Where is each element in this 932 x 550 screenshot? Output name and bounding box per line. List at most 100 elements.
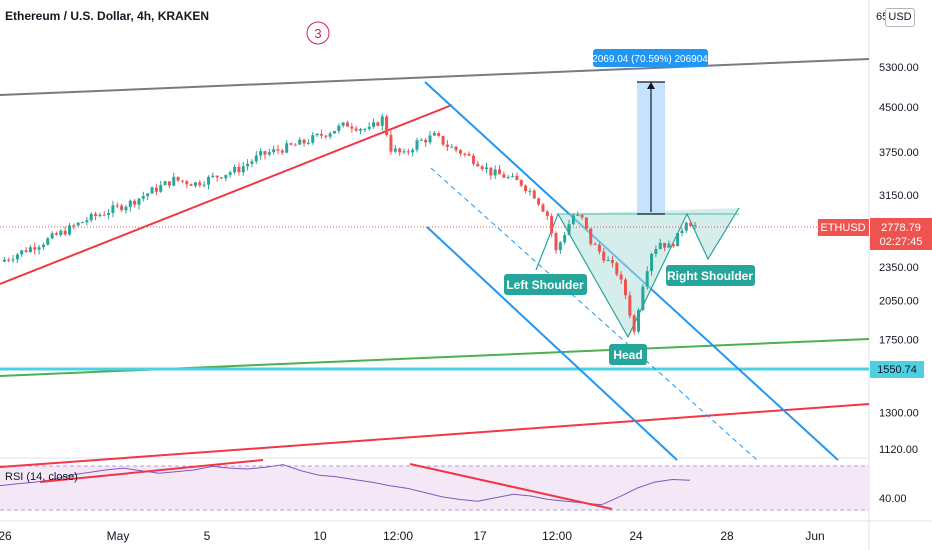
candle-body (584, 217, 588, 229)
candle-body (663, 242, 667, 248)
candle-body (463, 153, 467, 155)
candle-body (198, 182, 202, 186)
candle-body (167, 181, 171, 186)
candle-body (328, 133, 332, 137)
candle-body (511, 175, 515, 177)
candle-body (259, 151, 263, 156)
candle-body (332, 130, 336, 134)
candle-body (576, 214, 580, 216)
measure-label: 2069.04 (70.59%) 206904 (592, 54, 708, 65)
candle-body (411, 149, 415, 153)
circle-number: 3 (314, 26, 321, 41)
candle-body (359, 129, 363, 131)
candle-body (467, 153, 471, 156)
candle-body (180, 180, 184, 182)
candle-body (280, 150, 284, 153)
candle-body (602, 251, 606, 261)
channel-mid-line[interactable] (430, 167, 758, 461)
candles (2, 113, 697, 335)
grey-trendline[interactable] (0, 58, 870, 96)
rsi-trendline-1[interactable] (39, 459, 264, 483)
candle-body (276, 149, 280, 151)
candle-body (415, 140, 419, 150)
time-tick-label: 12:00 (383, 529, 413, 543)
time-axis[interactable]: 26 May 5 10 12:00 17 12:00 24 28 Jun (0, 529, 825, 543)
pattern-outline[interactable] (535, 207, 740, 339)
candle-body (654, 249, 658, 254)
candle-body (432, 133, 436, 136)
candle-body (267, 152, 271, 155)
price-tick-label: 2050.00 (879, 295, 919, 307)
candle-body (72, 225, 76, 227)
candle-body (146, 193, 150, 197)
candle-body (54, 233, 58, 235)
symbol-label-box (818, 219, 869, 236)
candle-body (2, 259, 6, 262)
candle-body (480, 166, 484, 170)
price-axis[interactable]: 1120.00 1300.00 1750.00 2050.00 2350.00 3150.… (879, 62, 919, 456)
candle-body (311, 135, 315, 143)
chart-title: Ethereum / U.S. Dollar, 4h, KRAKEN (5, 9, 210, 23)
candle-body (285, 143, 289, 153)
candle-body (545, 211, 549, 216)
candle-body (202, 184, 206, 186)
time-tick-label: 24 (629, 529, 643, 543)
candle-body (689, 222, 693, 227)
left-shoulder-label: Left Shoulder (506, 278, 584, 292)
candle-body (224, 174, 228, 179)
candle-body (81, 222, 85, 224)
candle-body (215, 175, 219, 178)
measure-arrow-head (647, 82, 655, 89)
rsi-band (0, 466, 869, 510)
candle-body (632, 315, 636, 332)
candle-body (610, 259, 614, 263)
rsi-tick-label: 40.00 (879, 493, 907, 505)
red-rising-trendline[interactable] (0, 104, 453, 285)
time-tick-label: 17 (473, 529, 487, 543)
candle-body (393, 148, 397, 152)
right-shoulder-label: Right Shoulder (667, 269, 753, 283)
candle-body (506, 176, 510, 178)
support-label: 1550.74 (877, 364, 917, 376)
head-box (609, 344, 647, 365)
time-tick-label: May (107, 529, 130, 543)
candle-body (541, 204, 545, 212)
head-label: Head (613, 348, 642, 362)
candle-body (680, 230, 684, 234)
candle-body (102, 214, 106, 216)
candle-body (641, 286, 645, 311)
price-label-box (870, 218, 932, 250)
candle-body (133, 200, 137, 205)
candle-body (419, 139, 423, 141)
currency-button[interactable]: USD (885, 8, 915, 27)
candle-body (628, 295, 632, 316)
candle-body (389, 135, 393, 152)
time-tick-label: 5 (204, 529, 211, 543)
pattern-fill (536, 208, 739, 337)
rsi-trendline-2[interactable] (409, 463, 613, 510)
candle-body (650, 253, 654, 272)
candle-body (241, 166, 245, 173)
candle-body (68, 225, 71, 235)
candle-body (233, 166, 237, 173)
candle-body (185, 181, 189, 185)
candle-body (571, 215, 575, 225)
candle-body (306, 142, 310, 144)
candle-body (120, 205, 124, 211)
candle-body (624, 279, 627, 296)
candle-body (380, 116, 384, 126)
candle-body (272, 149, 276, 153)
channel-lower-line[interactable] (426, 226, 678, 461)
candle-body (59, 230, 63, 235)
candle-body (676, 233, 680, 247)
candle-body (7, 259, 11, 261)
price-tick-label: 2350.00 (879, 262, 919, 274)
time-tick-label: 28 (720, 529, 734, 543)
red-long-trendline[interactable] (0, 403, 870, 468)
candle-body (98, 214, 102, 217)
circle-marker[interactable] (306, 21, 330, 45)
candle-body (237, 166, 241, 173)
candle-body (593, 243, 597, 245)
